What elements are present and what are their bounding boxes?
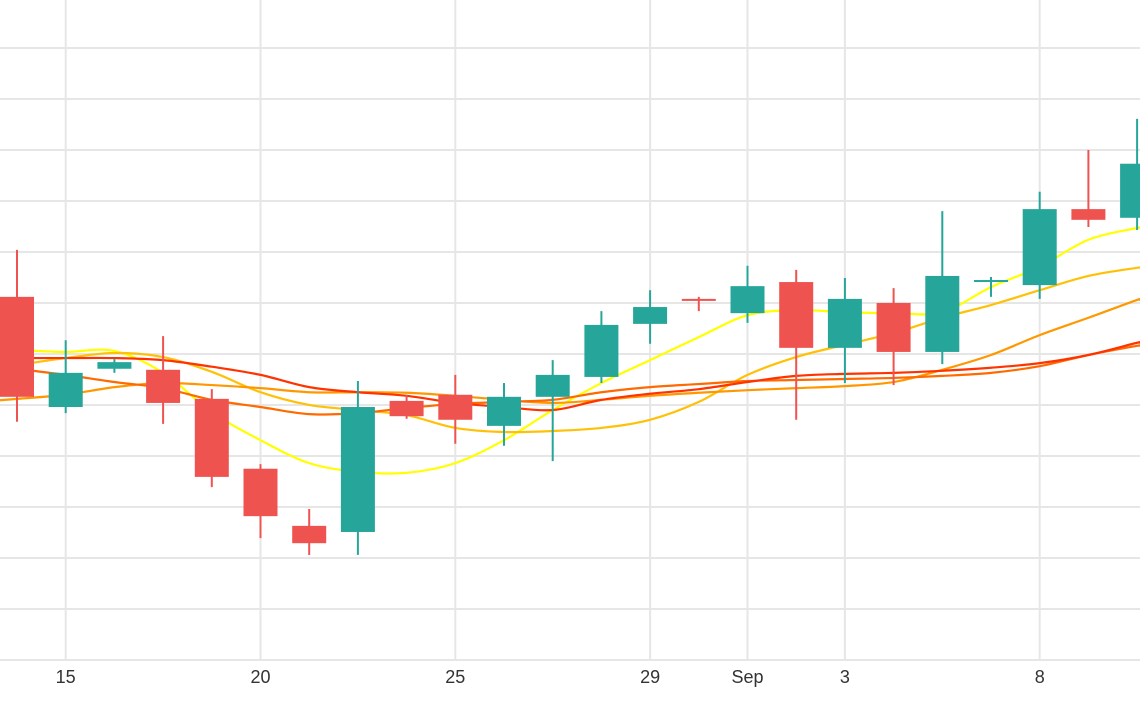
grid bbox=[0, 0, 1140, 661]
candle-down bbox=[243, 464, 278, 539]
candle-body bbox=[681, 298, 716, 301]
candle-body bbox=[0, 296, 34, 397]
candle-body bbox=[925, 275, 960, 352]
x-tick-label: 15 bbox=[56, 667, 76, 687]
x-tick-label: 3 bbox=[840, 667, 850, 687]
candle-up bbox=[633, 290, 668, 344]
candle-body bbox=[97, 362, 132, 369]
candle-down bbox=[779, 269, 814, 420]
candle-down bbox=[146, 336, 181, 424]
candle-up bbox=[925, 211, 960, 365]
candle-body bbox=[487, 396, 521, 426]
moving-average-lines bbox=[0, 226, 1140, 475]
candle-body bbox=[876, 302, 911, 352]
x-tick-label: 25 bbox=[445, 667, 465, 687]
candle-up bbox=[340, 381, 375, 555]
candle-down bbox=[438, 374, 473, 444]
candle-down bbox=[876, 288, 911, 386]
candle-down bbox=[0, 249, 34, 422]
candle-body bbox=[779, 282, 814, 348]
candle-up bbox=[974, 276, 1008, 297]
candle-up bbox=[1022, 191, 1057, 299]
candle-body bbox=[1120, 163, 1140, 218]
candle-body bbox=[974, 280, 1008, 283]
candle-down bbox=[194, 389, 229, 488]
candle-body bbox=[633, 307, 668, 324]
candle-body bbox=[535, 374, 570, 397]
candle-up bbox=[535, 360, 570, 462]
x-tick-label: 8 bbox=[1035, 667, 1045, 687]
candle-down bbox=[292, 509, 327, 555]
x-axis: 15 20 25 29 Sep 3 8 bbox=[56, 667, 1045, 687]
candle-body bbox=[146, 369, 181, 403]
candle-body bbox=[389, 400, 424, 417]
x-tick-label: Sep bbox=[731, 667, 763, 687]
candle-body bbox=[584, 324, 619, 377]
candles bbox=[0, 118, 1140, 555]
candle-up bbox=[1120, 118, 1140, 231]
candle-body bbox=[48, 372, 83, 408]
candle-up bbox=[487, 383, 521, 446]
candle-down bbox=[1071, 149, 1106, 227]
x-tick-label: 20 bbox=[250, 667, 270, 687]
candle-up bbox=[584, 311, 619, 384]
candle-up bbox=[827, 277, 862, 384]
candle-body bbox=[730, 286, 765, 314]
candle-up bbox=[730, 265, 765, 323]
candle-body bbox=[438, 394, 473, 420]
ma-gold-line bbox=[0, 266, 1140, 434]
candle-down bbox=[681, 296, 716, 312]
ma-yellow-line bbox=[0, 226, 1140, 475]
candle-body bbox=[243, 468, 278, 517]
candle-body bbox=[1071, 209, 1106, 220]
candle-body bbox=[292, 525, 327, 544]
candle-body bbox=[1022, 209, 1057, 286]
candle-body bbox=[194, 398, 229, 477]
candle-body bbox=[827, 298, 862, 348]
candle-body bbox=[340, 407, 375, 532]
x-tick-label: 29 bbox=[640, 667, 660, 687]
candle-down bbox=[389, 394, 424, 419]
candle-up bbox=[48, 340, 83, 414]
candle-up bbox=[97, 359, 132, 373]
ma-red-line bbox=[0, 340, 1140, 412]
